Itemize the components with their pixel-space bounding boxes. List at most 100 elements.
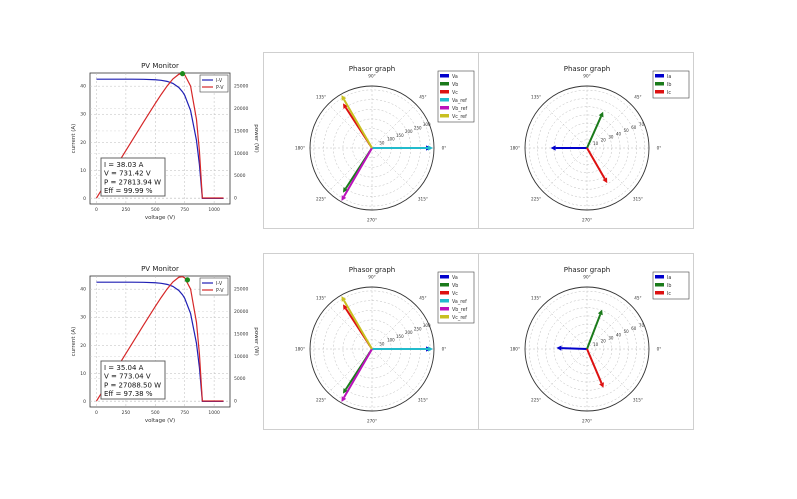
y-right-tick-label: 25000 [234, 84, 248, 90]
angular-grid-line [371, 147, 417, 193]
angle-tick-label: 135° [316, 95, 326, 100]
radial-tick-label: 30 [608, 336, 614, 341]
angle-tick-label: 315° [633, 397, 643, 402]
info-text: Eff = 97.38 % [104, 390, 153, 398]
radial-tick-label: 20 [601, 138, 607, 143]
angle-tick-label: 225° [531, 196, 541, 201]
legend-label: Vc [452, 291, 458, 297]
legend-swatch [655, 275, 664, 279]
x-tick-label: 0 [95, 207, 98, 213]
y-right-axis-label: power (W) [253, 124, 259, 152]
legend-label: Ib [667, 283, 671, 289]
radial-tick-label: 100 [387, 137, 395, 142]
iv-curve [96, 281, 224, 402]
angle-tick-label: 90° [368, 275, 375, 280]
polar-outer-circle [524, 85, 650, 211]
angular-grid-line [586, 147, 632, 193]
phasor-arrowhead-vb-ref [341, 195, 347, 201]
radial-tick-label: 50 [624, 128, 630, 133]
radial-tick-label: 300 [423, 323, 431, 328]
phasor-arrow-ia [561, 347, 588, 350]
phasor-arrow-ic [586, 147, 606, 180]
angle-tick-label: 180° [295, 347, 305, 352]
phasor-arrowhead-vc [342, 304, 348, 310]
radial-tick-label: 100 [387, 338, 395, 343]
angular-grid-line [542, 147, 588, 193]
chart-title: Phasor graph [564, 266, 610, 274]
y-right-tick-label: 5000 [234, 376, 246, 382]
legend-swatch [440, 114, 449, 118]
legend-label: P-V [216, 85, 224, 91]
info-text: V = 731.42 V [104, 170, 151, 178]
legend-label: Ib [667, 82, 671, 88]
legend-label: Vb_ref [452, 106, 468, 112]
phasor-arrow-vb-ref [343, 147, 373, 198]
legend-label: Va_ref [452, 98, 467, 104]
legend-swatch [440, 275, 449, 279]
phasor-arrow-vb-ref [343, 348, 373, 399]
legend-label: Ia [667, 275, 671, 281]
info-box [100, 360, 166, 400]
angle-tick-label: 315° [418, 397, 428, 402]
legend-box [199, 277, 229, 296]
angle-tick-label: 180° [510, 146, 520, 151]
legend-swatch [655, 74, 664, 78]
chart-title: PV Monitor [141, 265, 179, 273]
legend-label: Vb_ref [452, 307, 468, 313]
angular-grid-line [586, 348, 632, 394]
legend-swatch [655, 82, 664, 86]
phasor-arrow-vc-ref [343, 299, 373, 350]
radial-tick-label: 150 [396, 334, 404, 339]
angle-tick-label: 0° [657, 347, 662, 352]
angle-tick-label: 270° [367, 218, 377, 223]
y-tick-label: 0 [83, 399, 86, 405]
x-axis-label: voltage (V) [145, 418, 175, 424]
angle-tick-label: 270° [582, 218, 592, 223]
phasor-arrowhead-vc-ref [341, 296, 347, 302]
polar-outer-circle [524, 286, 650, 412]
angle-tick-label: 0° [442, 347, 447, 352]
phasor-arrowhead-ia [550, 145, 556, 151]
angular-grid-line [586, 304, 632, 350]
legend-label: Ia [667, 74, 671, 80]
y-right-tick-label: 5000 [234, 173, 246, 179]
y-tick-label: 40 [80, 84, 86, 90]
angle-tick-label: 90° [583, 74, 590, 79]
legend-label: Vb [452, 283, 458, 289]
legend-swatch [440, 307, 449, 311]
legend-label: I-V [216, 281, 223, 287]
y-right-tick-label: 0 [234, 399, 237, 405]
radial-tick-label: 20 [601, 339, 607, 344]
y-right-tick-label: 25000 [234, 287, 248, 293]
radial-tick-label: 250 [414, 326, 422, 331]
angle-tick-label: 225° [531, 397, 541, 402]
y-tick-label: 40 [80, 287, 86, 293]
angular-grid-line [542, 103, 588, 149]
legend-swatch [655, 283, 664, 287]
y-tick-label: 0 [83, 196, 86, 202]
angle-tick-label: 135° [531, 95, 541, 100]
legend-swatch [440, 82, 449, 86]
phasor-arrowhead-ia [556, 345, 562, 351]
y-right-tick-label: 20000 [234, 106, 248, 112]
angle-tick-label: 90° [583, 275, 590, 280]
info-text: P = 27088.50 W [104, 381, 161, 389]
radial-tick-label: 30 [608, 135, 614, 140]
radial-tick-label: 50 [379, 341, 385, 346]
legend-label: Va [452, 74, 458, 80]
phasor-arrow-ib [586, 313, 602, 350]
radial-tick-label: 60 [631, 125, 637, 130]
legend-swatch [440, 90, 449, 94]
angle-tick-label: 135° [316, 296, 326, 301]
info-text: P = 27813.94 W [104, 178, 161, 186]
legend-label: Vc_ref [452, 315, 467, 321]
angular-grid-line [542, 304, 588, 350]
legend-label: Va_ref [452, 299, 467, 305]
legend-swatch [440, 299, 449, 303]
phasor-arrowhead-ib [597, 309, 603, 316]
operating-point-marker [184, 277, 191, 283]
radial-tick-label: 250 [414, 125, 422, 130]
